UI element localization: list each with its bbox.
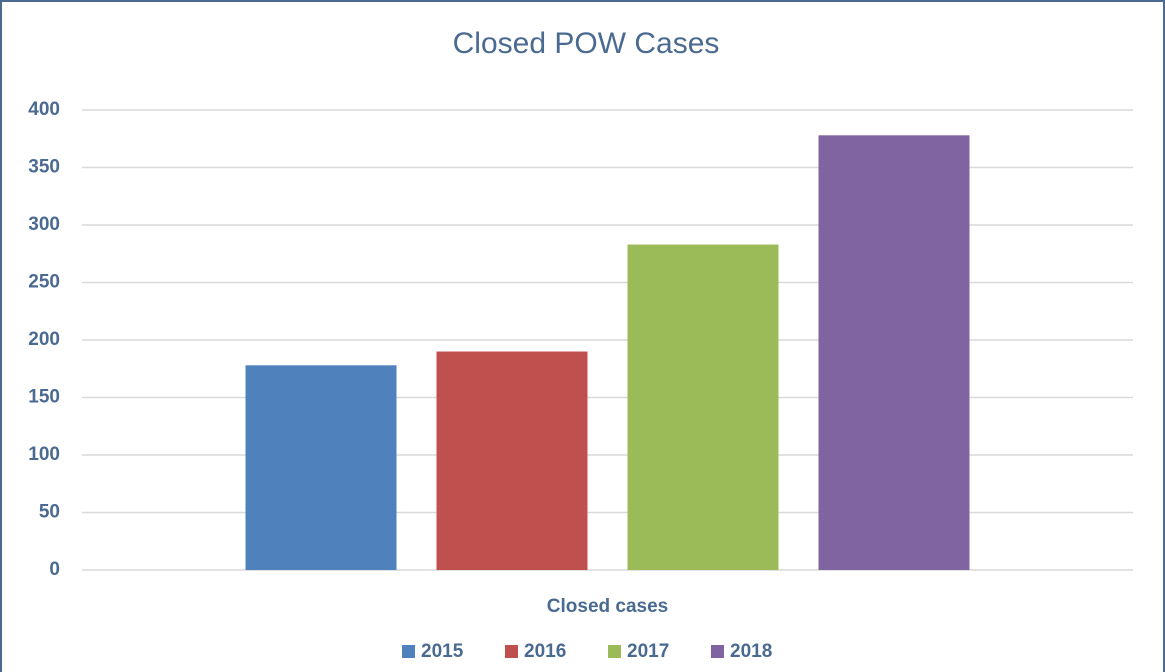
legend-label: 2018 [730,641,772,662]
legend-swatch [608,645,621,658]
chart-title: Closed POW Cases [453,27,720,60]
y-tick-label: 50 [39,502,60,523]
y-tick-label: 250 [28,272,60,293]
bar [436,351,588,570]
y-tick-label: 150 [28,387,60,408]
x-tick-label: Closed cases [547,596,668,617]
bar [245,365,397,570]
legend-swatch [711,645,724,658]
legend-label: 2017 [627,641,669,662]
bar [818,135,970,571]
y-tick-label: 0 [49,559,60,580]
y-tick-label: 100 [28,444,60,465]
y-tick-label: 300 [28,214,60,235]
y-tick-label: 200 [28,329,60,350]
bar [627,244,779,571]
legend-swatch [505,645,518,658]
y-tick-label: 350 [28,157,60,178]
legend-label: 2015 [421,641,464,662]
legend-label: 2016 [524,641,566,662]
y-tick-label: 400 [28,99,60,120]
legend-swatch [402,645,415,658]
